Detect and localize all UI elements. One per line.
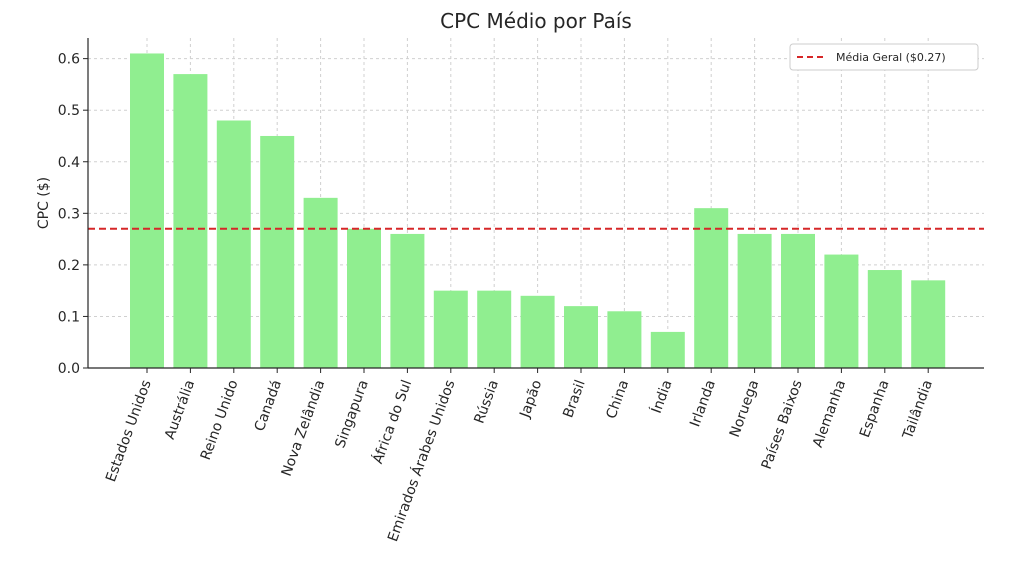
x-tick-label: Estados Unidos [103,378,155,484]
y-tick-label: 0.5 [58,103,80,119]
bar [130,53,164,368]
bar [520,295,555,368]
legend: Média Geral ($0.27) [789,43,979,71]
bar [694,208,729,368]
bar [390,233,425,368]
x-tick-label: Austrália [162,378,198,442]
x-tick-labels: Estados Unidos Austrália Reino Unido Canadá… [103,378,936,544]
y-tick-label: 0.1 [58,309,80,325]
y-tick-label: 0.4 [58,155,80,171]
bar [781,233,815,368]
bar [737,233,772,368]
x-tick-label: Reino Unido [198,378,242,462]
bar [303,197,338,368]
x-tick-label: China [603,378,632,421]
x-tick-label: Tailândia [900,378,936,442]
x-tick-label: Alemanha [810,378,849,450]
x-tick-label: Países Baixos [759,378,806,472]
x-tick-label: Espanha [857,378,893,440]
bar [911,280,946,368]
bar [564,306,598,368]
bar [650,331,685,368]
x-tick-label: Irlanda [687,378,719,429]
bar [433,290,468,368]
legend-box [789,43,979,71]
bar [867,270,902,368]
y-tick-label: 0.0 [58,361,80,377]
y-tick-label: 0.6 [58,52,80,68]
x-tick-label: Rússia [472,378,502,426]
bar [347,228,381,368]
bars [130,53,946,368]
axes [83,38,984,373]
x-tick-label: Índia [648,378,676,416]
y-axis-label: CPC ($) [36,177,52,229]
x-tick-label: África do Sul [369,378,415,466]
bar [216,120,251,368]
legend-label: Média Geral ($0.27) [836,51,946,64]
chart-title: CPC Médio por País [440,9,632,33]
bar [477,290,512,368]
bar [260,135,295,368]
y-tick-label: 0.2 [58,258,80,274]
y-tick-labels: 0.0 0.1 0.2 0.3 0.4 0.5 0.6 [58,52,80,377]
x-tick-label: Brasil [560,378,588,420]
bar [607,311,642,368]
x-tick-label: Canadá [252,378,285,434]
y-tick-label: 0.3 [58,206,80,222]
x-tick-label: Singapura [332,378,371,450]
x-tick-label: Nova Zelândia [279,378,329,479]
x-tick-label: Japão [517,378,546,421]
x-tick-label: Noruega [727,378,762,440]
bar [173,74,208,368]
bar [824,254,859,368]
